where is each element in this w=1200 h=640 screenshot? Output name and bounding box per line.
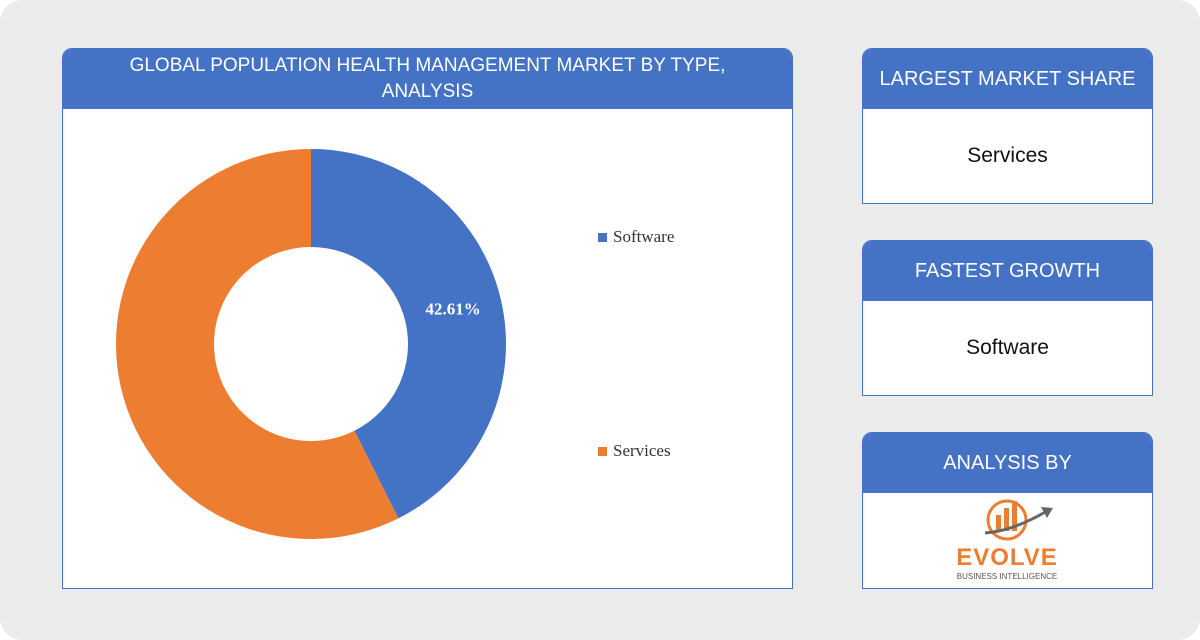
legend-label: Services [613, 441, 671, 460]
chart-header: GLOBAL POPULATION HEALTH MANAGEMENT MARK… [63, 49, 792, 109]
chart-title: GLOBAL POPULATION HEALTH MANAGEMENT MARK… [129, 55, 726, 102]
logo-arrow-head [1041, 507, 1053, 518]
card: LARGEST MARKET SHARE Services [862, 48, 1153, 204]
card-value: Software [966, 336, 1049, 359]
logo-name: EVOLVE [956, 544, 1058, 571]
card: FASTEST GROWTH Software [862, 240, 1153, 396]
chart-panel: GLOBAL POPULATION HEALTH MANAGEMENT MARK… [62, 48, 793, 589]
card-title: LARGEST MARKET SHARE [863, 49, 1152, 109]
card: ANALYSIS BY EVOLVE BUSINESS INTELLIGENCE [862, 432, 1153, 589]
card-title: ANALYSIS BY [863, 433, 1152, 493]
legend-label: Software [613, 227, 674, 246]
pie-slice [116, 149, 399, 539]
chart: 42.61% Software Services [116, 149, 674, 539]
logo-ring [986, 499, 1028, 541]
data-label: 42.61% [425, 299, 480, 318]
pie-slice [311, 149, 507, 519]
card-title: FASTEST GROWTH [863, 241, 1152, 301]
logo-bar [1012, 501, 1017, 531]
legend-swatch [598, 447, 607, 456]
logo-bar [996, 515, 1001, 531]
logo-tagline: BUSINESS INTELLIGENCE [957, 572, 1057, 581]
logo: EVOLVE BUSINESS INTELLIGENCE [956, 499, 1058, 581]
card-value: Services [967, 144, 1048, 167]
logo-bar [1004, 508, 1009, 531]
logo-arrow [984, 509, 1048, 535]
legend-swatch [598, 233, 607, 242]
